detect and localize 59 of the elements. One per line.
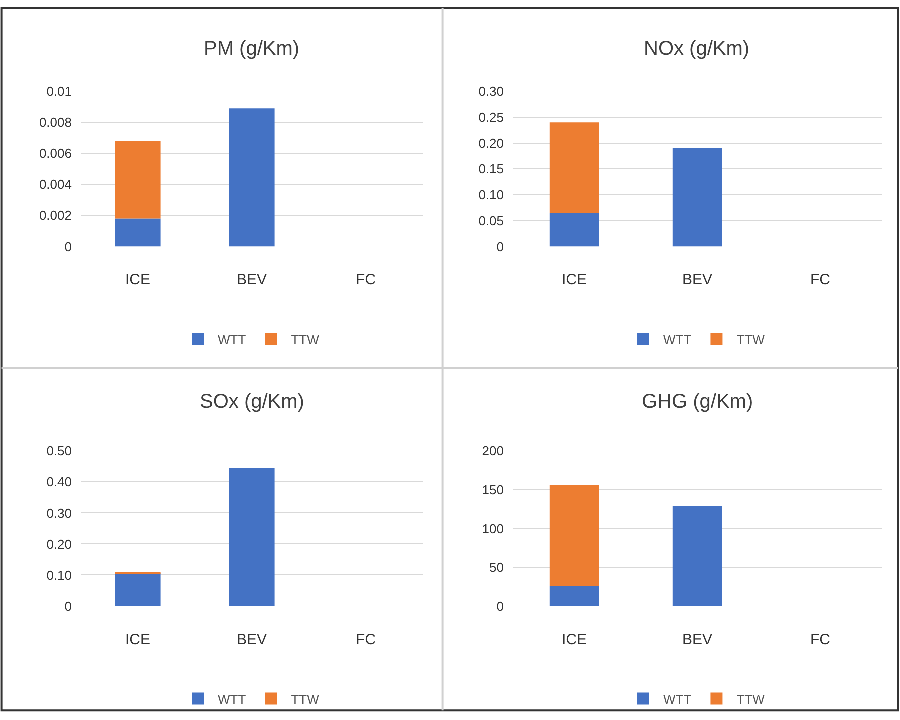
bar <box>550 485 600 586</box>
x-tick-label: BEV <box>236 272 268 289</box>
y-tick-label: 0.008 <box>39 115 72 130</box>
bar <box>115 218 161 247</box>
chart-title: GHG (g/Km) <box>642 391 754 413</box>
bar <box>672 148 722 247</box>
x-tick-label: ICE <box>125 272 151 289</box>
y-tick-label: 0.50 <box>46 444 72 459</box>
bar <box>115 141 161 219</box>
chart-title: NOx (g/Km) <box>644 38 750 60</box>
legend-label: WTT <box>218 692 246 707</box>
legend-label: WTT <box>218 332 246 348</box>
y-tick-label: 0.10 <box>478 188 504 203</box>
y-tick-label: 0 <box>496 239 504 254</box>
legend-label: TTW <box>291 692 320 707</box>
y-tick-label: 0 <box>64 239 72 254</box>
x-tick-label: BEV <box>682 631 713 648</box>
bar <box>229 108 275 247</box>
x-tick-label: FC <box>356 631 376 648</box>
chart-title: PM (g/Km) <box>204 38 300 60</box>
y-tick-label: 0.20 <box>478 136 504 151</box>
y-tick-label: 0.25 <box>478 110 504 125</box>
y-tick-label: 0.30 <box>46 506 72 521</box>
y-tick-label: 0.01 <box>46 84 72 100</box>
legend-label: TTW <box>736 332 766 348</box>
legend-label: TTW <box>291 332 320 348</box>
y-tick-label: 0 <box>496 598 504 614</box>
bar <box>550 586 600 606</box>
y-tick-label: 150 <box>482 482 504 498</box>
chart-title: SOx (g/Km) <box>200 391 304 413</box>
legend-label: WTT <box>664 332 692 348</box>
x-tick-label: BEV <box>236 631 268 648</box>
bar <box>550 122 600 214</box>
y-tick-label: 50 <box>490 560 504 576</box>
y-tick-label: 200 <box>482 444 504 459</box>
x-tick-label: FC <box>356 272 376 289</box>
y-tick-label: 0.05 <box>478 213 504 228</box>
y-tick-label: 0.15 <box>478 162 504 177</box>
y-tick-label: 0 <box>64 598 72 614</box>
y-tick-label: 0.20 <box>46 536 72 552</box>
x-tick-label: FC <box>810 631 831 648</box>
y-tick-label: 0.30 <box>478 84 504 100</box>
x-tick-label: ICE <box>125 631 151 648</box>
bar <box>115 574 161 606</box>
y-tick-label: 0.40 <box>46 474 72 490</box>
y-tick-label: 0.004 <box>39 177 72 192</box>
y-tick-label: 0.006 <box>39 146 72 162</box>
y-tick-label: 0.10 <box>46 568 72 583</box>
bar <box>229 468 275 606</box>
y-tick-label: 100 <box>482 521 504 536</box>
legend-label: TTW <box>736 692 766 707</box>
x-tick-label: ICE <box>562 272 588 289</box>
bar <box>550 213 600 247</box>
x-tick-label: BEV <box>682 272 713 289</box>
x-tick-label: FC <box>810 272 831 289</box>
y-tick-label: 0.002 <box>39 208 72 224</box>
bar <box>672 506 722 606</box>
x-tick-label: ICE <box>562 631 588 648</box>
legend-label: WTT <box>664 692 692 707</box>
